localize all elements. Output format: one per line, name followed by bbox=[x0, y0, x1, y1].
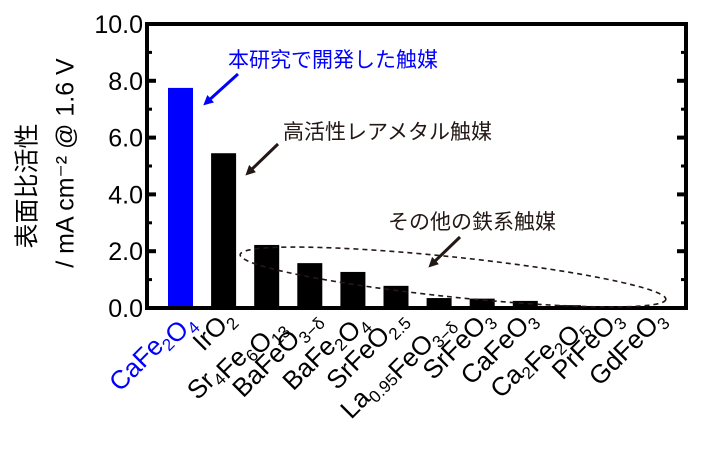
y-tick-label: 4.0 bbox=[108, 181, 143, 209]
rare-metal-arrow-icon bbox=[245, 142, 280, 176]
annotation-developed-catalyst: 本研究で開発した触媒 bbox=[228, 49, 438, 72]
bar-CaFeO3 bbox=[512, 300, 538, 308]
bar-BaFeO3−δ bbox=[297, 263, 323, 308]
developed-arrow-icon bbox=[203, 72, 240, 106]
annotation-rare-metal-catalyst: 高活性レアメタル触媒 bbox=[283, 121, 492, 144]
x-axis-labels: CaFe2O4IrO2Sr4Fe6O13BaFeO3−δBaFe2O4SrFeO… bbox=[103, 303, 674, 425]
x-tick-label: Sr4Fe6O13 bbox=[181, 303, 294, 416]
y-tick-label: 0.0 bbox=[108, 295, 143, 323]
annotation-other-iron-catalysts: その他の鉄系触媒 bbox=[388, 211, 556, 234]
bar-SrFeO2.5 bbox=[383, 285, 409, 308]
bar-SrFeO3 bbox=[469, 298, 495, 308]
bar-Sr4Fe6O13 bbox=[254, 244, 280, 308]
other-iron-ellipse bbox=[239, 246, 667, 308]
bar-CaFe2O4 bbox=[168, 87, 193, 309]
plot-frame bbox=[145, 22, 688, 310]
bar-IrO2 bbox=[211, 153, 237, 308]
y-tick-label: 8.0 bbox=[108, 68, 143, 96]
other-iron-arrow-icon bbox=[428, 235, 462, 268]
y-tick-label: 6.0 bbox=[108, 125, 143, 153]
y-tick-label: 10.0 bbox=[94, 11, 143, 39]
bar-BaFe2O4 bbox=[340, 271, 366, 308]
bar-La0.95FeO3−δ bbox=[426, 298, 452, 308]
bars-group bbox=[168, 87, 668, 309]
y-tick-label: 2.0 bbox=[108, 238, 143, 266]
